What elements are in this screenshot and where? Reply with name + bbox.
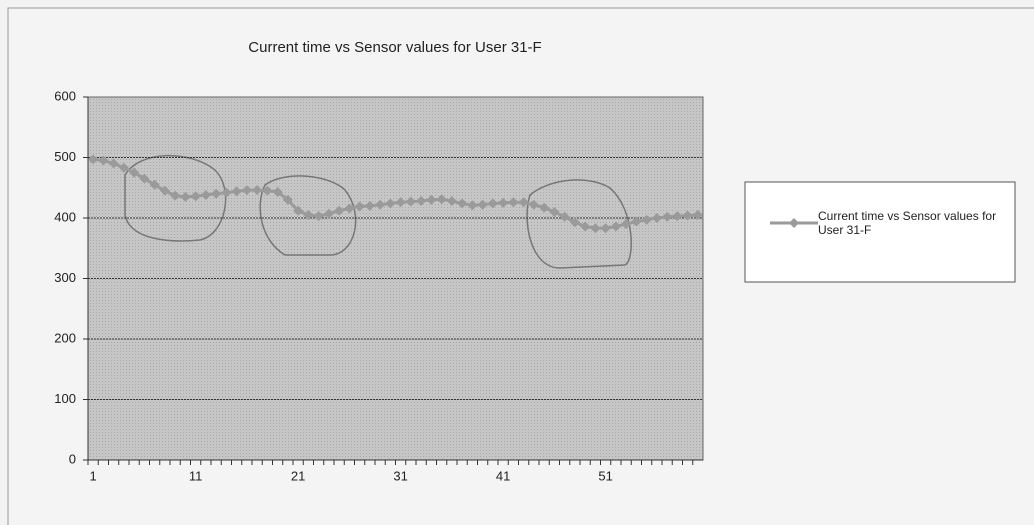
x-tick-label: 51 (598, 468, 612, 483)
data-point (467, 200, 478, 211)
data-point (549, 206, 560, 217)
hand-circle (259, 175, 357, 256)
data-point (118, 162, 129, 173)
y-tick-label: 500 (54, 149, 76, 164)
y-tick-label: 0 (69, 451, 76, 466)
y-tick-label: 600 (54, 88, 76, 103)
data-point (231, 186, 242, 197)
data-point (293, 205, 304, 216)
data-point (580, 221, 591, 232)
data-point (375, 199, 386, 210)
legend-box (744, 181, 1016, 283)
data-point (364, 200, 375, 211)
data-point (221, 187, 232, 198)
data-point (651, 213, 662, 223)
data-point (190, 191, 201, 202)
data-point (149, 179, 160, 190)
data-point (457, 198, 468, 209)
x-tick-label: 41 (496, 468, 510, 483)
y-tick-label: 100 (54, 391, 76, 406)
data-point (241, 185, 252, 196)
data-point (487, 198, 498, 209)
data-point (159, 185, 170, 196)
data-point (180, 191, 191, 202)
legend-marker (789, 218, 799, 228)
legend-label: Current time vs Sensor values for User 3… (818, 209, 997, 237)
data-point (88, 154, 99, 165)
x-tick-label: 11 (189, 468, 203, 483)
data-point (252, 185, 263, 196)
data-point (508, 197, 519, 208)
x-tick-label: 21 (291, 468, 305, 483)
data-point (446, 196, 457, 207)
data-point (610, 221, 621, 232)
data-point (395, 197, 406, 208)
x-tick-label: 1 (90, 468, 97, 483)
data-point (334, 205, 345, 216)
data-point (313, 211, 324, 222)
hand-circle (124, 154, 227, 242)
data-point (518, 197, 529, 208)
data-point (477, 199, 488, 210)
data-point (569, 217, 580, 228)
data-point (590, 223, 601, 234)
data-point (170, 190, 181, 201)
data-point (641, 214, 652, 225)
data-point (631, 216, 642, 227)
data-point (129, 167, 140, 178)
data-point (436, 194, 447, 205)
data-point (344, 203, 355, 214)
data-point (354, 201, 365, 212)
data-point (303, 209, 314, 220)
data-point (539, 202, 550, 213)
data-point (200, 190, 211, 201)
data-point (272, 186, 283, 197)
data-point (385, 198, 396, 209)
data-point (139, 173, 150, 184)
chart-title: Current time vs Sensor values for User 3… (248, 39, 541, 56)
y-tick-label: 300 (54, 270, 76, 285)
data-point (528, 199, 539, 210)
data-point (262, 185, 273, 196)
data-point (662, 211, 673, 222)
data-point (682, 210, 693, 221)
data-point (672, 211, 683, 222)
y-tick-label: 400 (54, 209, 76, 224)
data-point (692, 209, 703, 220)
data-point (211, 188, 222, 199)
data-point (416, 196, 427, 207)
data-point (98, 155, 109, 166)
data-point (323, 208, 334, 219)
annotations (124, 154, 632, 269)
data-point (498, 197, 509, 208)
data-point (559, 211, 570, 222)
data-point (621, 219, 632, 230)
y-tick-label: 200 (54, 330, 76, 345)
data-point (108, 158, 119, 169)
data-point (600, 223, 611, 234)
data-point (405, 196, 416, 207)
hand-circle (526, 179, 632, 269)
x-tick-label: 31 (393, 468, 407, 483)
data-point (426, 194, 437, 205)
data-point (282, 194, 293, 205)
